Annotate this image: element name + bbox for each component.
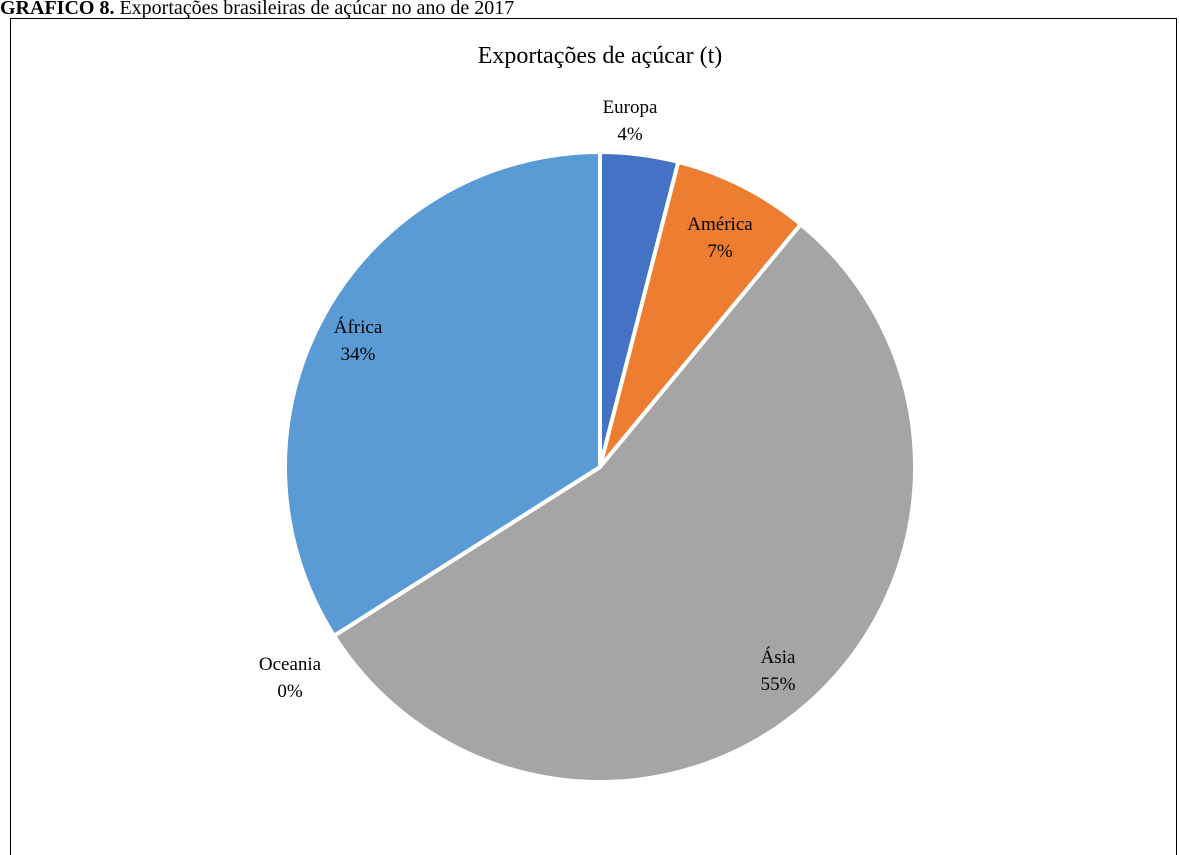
caption-text: Exportações brasileiras de açúcar no ano…	[119, 0, 514, 19]
slice-name: Oceania	[259, 654, 322, 675]
caption: GRÁFICO 8. Exportações brasileiras de açú…	[0, 0, 514, 19]
slice-name: Europa	[603, 97, 658, 118]
slice-name: Ásia	[761, 646, 796, 668]
slice-value-label: 34%	[341, 344, 376, 365]
slice-value-label: 0%	[277, 681, 303, 702]
slice-name: África	[334, 316, 383, 338]
slice-name: América	[687, 214, 753, 235]
pie-slice	[283, 150, 602, 638]
slice-value-label: 55%	[761, 674, 796, 695]
chart-frame	[10, 18, 1177, 855]
pie-slice	[598, 159, 803, 469]
slice-value-label: 7%	[707, 241, 733, 262]
slice-value-label: 4%	[617, 124, 643, 145]
caption-label: GRÁFICO 8.	[0, 0, 114, 19]
chart-title: Exportações de açúcar (t)	[478, 43, 723, 69]
pie-slice	[332, 222, 917, 784]
